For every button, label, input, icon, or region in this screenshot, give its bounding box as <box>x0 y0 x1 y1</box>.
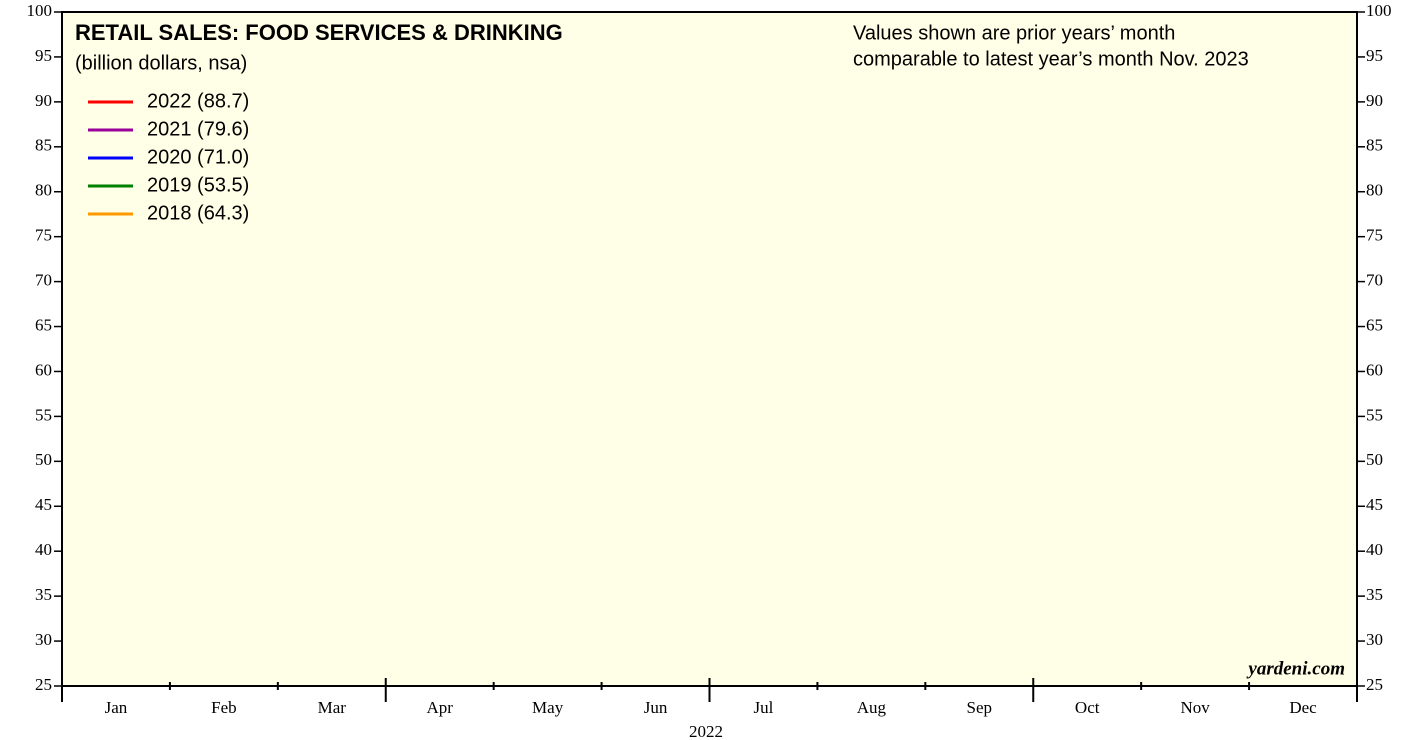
y-tick-label-right: 40 <box>1366 540 1383 559</box>
x-tick-label: Feb <box>211 698 237 717</box>
x-tick-label: Jul <box>754 698 774 717</box>
x-tick-label: Nov <box>1180 698 1210 717</box>
x-tick-label: May <box>532 698 564 717</box>
plot-area <box>61 11 1358 687</box>
x-tick-label: Oct <box>1075 698 1100 717</box>
y-tick-label: 35 <box>35 585 52 604</box>
x-tick-label: Apr <box>426 698 453 717</box>
y-tick-label: 60 <box>35 360 52 379</box>
y-tick-label-right: 55 <box>1366 405 1383 424</box>
y-tick-label: 80 <box>35 181 52 200</box>
y-tick-label-right: 85 <box>1366 136 1383 155</box>
annotation: comparable to latest year’s month Nov. 2… <box>853 48 1249 70</box>
x-tick-label: Dec <box>1289 698 1317 717</box>
x-tick-label: Sep <box>967 698 993 717</box>
y-tick-label: 65 <box>35 315 52 334</box>
y-tick-label: 85 <box>35 136 52 155</box>
y-tick-label-right: 75 <box>1366 226 1383 245</box>
annotation: Values shown are prior years’ month <box>853 22 1175 44</box>
x-tick-label: Jan <box>105 698 128 717</box>
y-tick-label: 45 <box>35 495 52 514</box>
y-tick-label: 70 <box>35 271 52 290</box>
y-tick-label: 95 <box>35 46 52 65</box>
x-axis-label: 2022 <box>689 722 723 740</box>
y-tick-label-right: 80 <box>1366 181 1383 200</box>
chart-subtitle: (billion dollars, nsa) <box>75 52 247 74</box>
y-tick-label: 55 <box>35 405 52 424</box>
y-tick-label: 50 <box>35 450 52 469</box>
y-tick-label-right: 65 <box>1366 315 1383 334</box>
y-tick-label: 30 <box>35 630 52 649</box>
legend-label: 2021 (79.6) <box>147 118 249 140</box>
y-tick-label: 100 <box>27 1 53 20</box>
y-tick-label-right: 95 <box>1366 46 1383 65</box>
y-tick-label-right: 50 <box>1366 450 1383 469</box>
x-tick-label: Jun <box>644 698 668 717</box>
source: yardeni.com <box>1246 658 1345 679</box>
x-tick-label: Mar <box>318 698 347 717</box>
y-tick-label-right: 45 <box>1366 495 1383 514</box>
y-tick-label: 90 <box>35 91 52 110</box>
legend-label: 2018 (64.3) <box>147 202 249 224</box>
y-tick-label-right: 30 <box>1366 630 1383 649</box>
x-tick-label: Aug <box>857 698 887 717</box>
y-tick-label-right: 60 <box>1366 360 1383 379</box>
y-tick-label-right: 100 <box>1366 1 1392 20</box>
legend-label: 2019 (53.5) <box>147 174 249 196</box>
y-tick-label: 25 <box>35 675 52 694</box>
y-tick-label-right: 25 <box>1366 675 1383 694</box>
y-tick-label: 40 <box>35 540 52 559</box>
legend-label: 2020 (71.0) <box>147 146 249 168</box>
y-tick-label-right: 90 <box>1366 91 1383 110</box>
y-tick-label: 75 <box>35 226 52 245</box>
y-tick-label-right: 35 <box>1366 585 1383 604</box>
legend-label: 2022 (88.7) <box>147 90 249 112</box>
y-tick-label-right: 70 <box>1366 271 1383 290</box>
chart-title: RETAIL SALES: FOOD SERVICES & DRINKING <box>75 20 563 45</box>
